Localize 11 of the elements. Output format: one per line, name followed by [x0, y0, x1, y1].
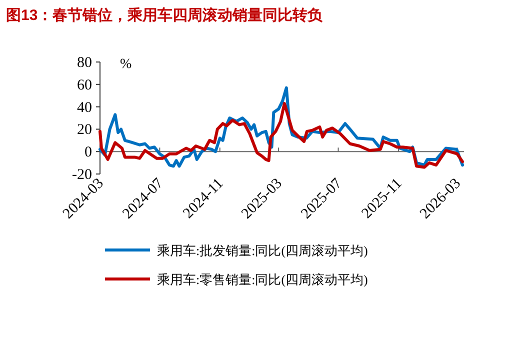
- legend-label: 乘用车:批发销量:同比(四周滚动平均): [157, 243, 368, 258]
- y-axis-title: %: [120, 57, 132, 72]
- y-tick-label: 40: [77, 100, 92, 116]
- legend-label: 乘用车:零售销量:同比(四周滚动平均): [157, 272, 368, 287]
- y-tick-label: -20: [72, 167, 92, 183]
- chart-title: 图13：春节错位，乘用车四周滚动销量同比转负: [6, 6, 324, 24]
- y-tick-label: 60: [77, 77, 92, 94]
- y-tick-label: 0: [84, 144, 92, 161]
- y-tick-label: 80: [77, 55, 92, 71]
- y-tick-label: 20: [77, 122, 92, 138]
- line-series: [98, 102, 464, 169]
